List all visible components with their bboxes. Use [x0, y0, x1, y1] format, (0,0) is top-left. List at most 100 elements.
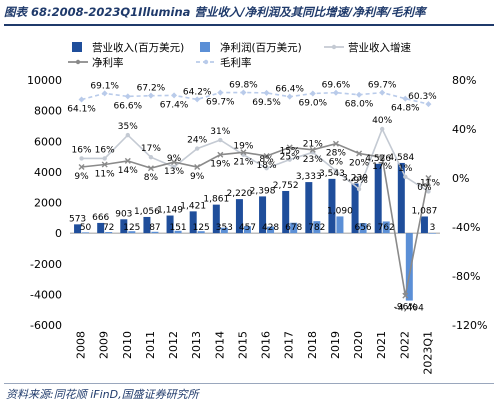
gross-margin-data-label: 64.2%	[183, 87, 212, 97]
revenue-growth-data-label: 16%	[95, 145, 115, 155]
revenue-bar	[143, 216, 151, 234]
net-margin-point	[263, 152, 270, 159]
x-axis-category-label: 2008	[75, 331, 88, 359]
x-axis-category-label: 2019	[329, 331, 342, 359]
revenue-bar	[374, 163, 382, 234]
revenue-growth-data-label: 24%	[187, 136, 207, 146]
left-axis-tick-label: 10000	[27, 74, 62, 87]
legend-label: 毛利率	[220, 56, 252, 69]
x-axis-category-label: 2023Q1	[421, 331, 434, 375]
x-axis-category-label: 2017	[283, 331, 296, 359]
left-axis-tick-label: -2000	[30, 258, 62, 271]
net-profit-bar	[220, 227, 228, 234]
left-axis-tick-label: 2000	[34, 197, 62, 210]
revenue-data-label: 2,398	[250, 186, 276, 196]
chart-title: 图表 68:2008-2023Q1Illumina 营业收入/净利润及其同比增速…	[4, 5, 426, 19]
gross-margin-point	[78, 96, 85, 103]
net-profit-bar	[197, 231, 205, 234]
gross-margin-data-label: 69.6%	[322, 81, 351, 91]
legend-marker	[203, 59, 209, 65]
x-axis-category-label: 2018	[306, 331, 319, 359]
net-profit-bar	[405, 233, 413, 301]
net-margin-data-label: 25%	[280, 152, 300, 162]
gross-margin-point	[240, 89, 247, 96]
revenue-growth-data-label: 17%	[141, 144, 161, 154]
net-profit-data-label: 678	[285, 223, 302, 233]
gross-margin-point	[101, 90, 108, 97]
net-profit-bar	[313, 221, 321, 234]
revenue-growth-data-label: 9%	[167, 154, 182, 164]
net-profit-data-label: 50	[80, 223, 92, 233]
legend-marker	[75, 59, 81, 65]
x-axis-category-label: 2012	[167, 331, 180, 359]
revenue-growth-data-label: -9%	[350, 176, 368, 186]
net-margin-data-label: 11%	[95, 170, 115, 180]
net-margin-data-label: 0%	[417, 183, 432, 193]
revenue-growth-data-label: 8%	[259, 155, 274, 165]
revenue-data-label: 903	[115, 209, 132, 219]
net-profit-data-label: 3	[430, 223, 436, 233]
revenue-data-label: 4,584	[388, 153, 414, 163]
revenue-bar	[235, 199, 243, 234]
gross-margin-data-label: 64.8%	[391, 104, 420, 114]
left-axis-tick-label: 4000	[34, 166, 62, 179]
gross-margin-data-label: 68.0%	[345, 100, 374, 110]
revenue-growth-line	[81, 126, 429, 193]
left-axis-tick-label: -6000	[30, 319, 62, 332]
x-axis-category-label: 2009	[98, 331, 111, 359]
net-margin-point	[309, 146, 316, 153]
revenue-bar	[259, 196, 267, 234]
net-profit-data-label: 125	[123, 223, 140, 233]
net-margin-data-label: 14%	[118, 166, 138, 176]
net-margin-point	[425, 175, 432, 181]
gross-margin-point	[286, 93, 293, 100]
revenue-bar	[212, 204, 220, 234]
net-profit-bar	[359, 223, 367, 234]
revenue-data-label: 4,526	[365, 154, 391, 164]
net-profit-data-label: 72	[103, 223, 114, 233]
revenue-data-label: 2,220	[227, 189, 253, 199]
revenue-data-label: 3,543	[319, 169, 345, 179]
revenue-growth-point	[379, 126, 385, 132]
x-axis-category-label: 2022	[398, 331, 411, 359]
revenue-data-label: 3,333	[296, 172, 322, 182]
revenue-data-label: 1,861	[203, 195, 229, 205]
net-margin-point	[356, 150, 363, 157]
revenue-bar	[305, 182, 313, 234]
net-margin-point	[240, 149, 247, 156]
net-margin-data-label: -96%	[394, 303, 418, 313]
net-margin-data-label: 9%	[190, 172, 205, 182]
legend-label: 营业收入增速	[348, 41, 411, 54]
net-margin-point	[379, 154, 386, 161]
gross-margin-data-label: 64.1%	[67, 104, 96, 114]
net-margin-data-label: 23%	[303, 155, 323, 165]
net-profit-data-label: 353	[216, 223, 233, 233]
revenue-growth-data-label: -11%	[417, 178, 441, 188]
net-profit-data-label: -4,404	[395, 304, 424, 314]
revenue-bar	[351, 183, 359, 234]
revenue-profit-chart: -6000 -4000 -2000 0 2000 4000 6000 8000 10000 -12…	[27, 41, 487, 375]
revenue-growth-data-label: 19%	[233, 142, 253, 152]
gross-margin-point	[263, 89, 270, 96]
net-margin-point	[124, 157, 131, 164]
source-divider	[4, 383, 494, 384]
left-axis-tick-label: 0	[55, 227, 62, 240]
revenue-data-label: 3,239	[342, 174, 368, 184]
gross-margin-point	[309, 90, 316, 97]
net-profit-bar	[243, 226, 251, 234]
net-profit-data-label: 762	[378, 223, 395, 233]
net-profit-data-label: 656	[354, 223, 371, 233]
gross-margin-data-label: 69.8%	[229, 80, 258, 90]
net-profit-data-label: 87	[149, 223, 160, 233]
x-axis-category-label: 2016	[260, 331, 273, 359]
gross-margin-point	[402, 95, 409, 102]
legend-label: 净利率	[92, 56, 124, 69]
gross-margin-data-label: 67.2%	[137, 84, 166, 94]
revenue-data-label: 1,149	[157, 206, 183, 216]
gross-margin-data-label: 69.0%	[299, 98, 328, 108]
right-axis-tick-label: 40%	[452, 123, 476, 136]
x-axis-category-label: 2020	[352, 331, 365, 359]
x-axis-category-label: 2015	[236, 331, 249, 359]
net-margin-line	[81, 142, 430, 296]
gross-margin-data-label: 66.4%	[275, 85, 304, 95]
